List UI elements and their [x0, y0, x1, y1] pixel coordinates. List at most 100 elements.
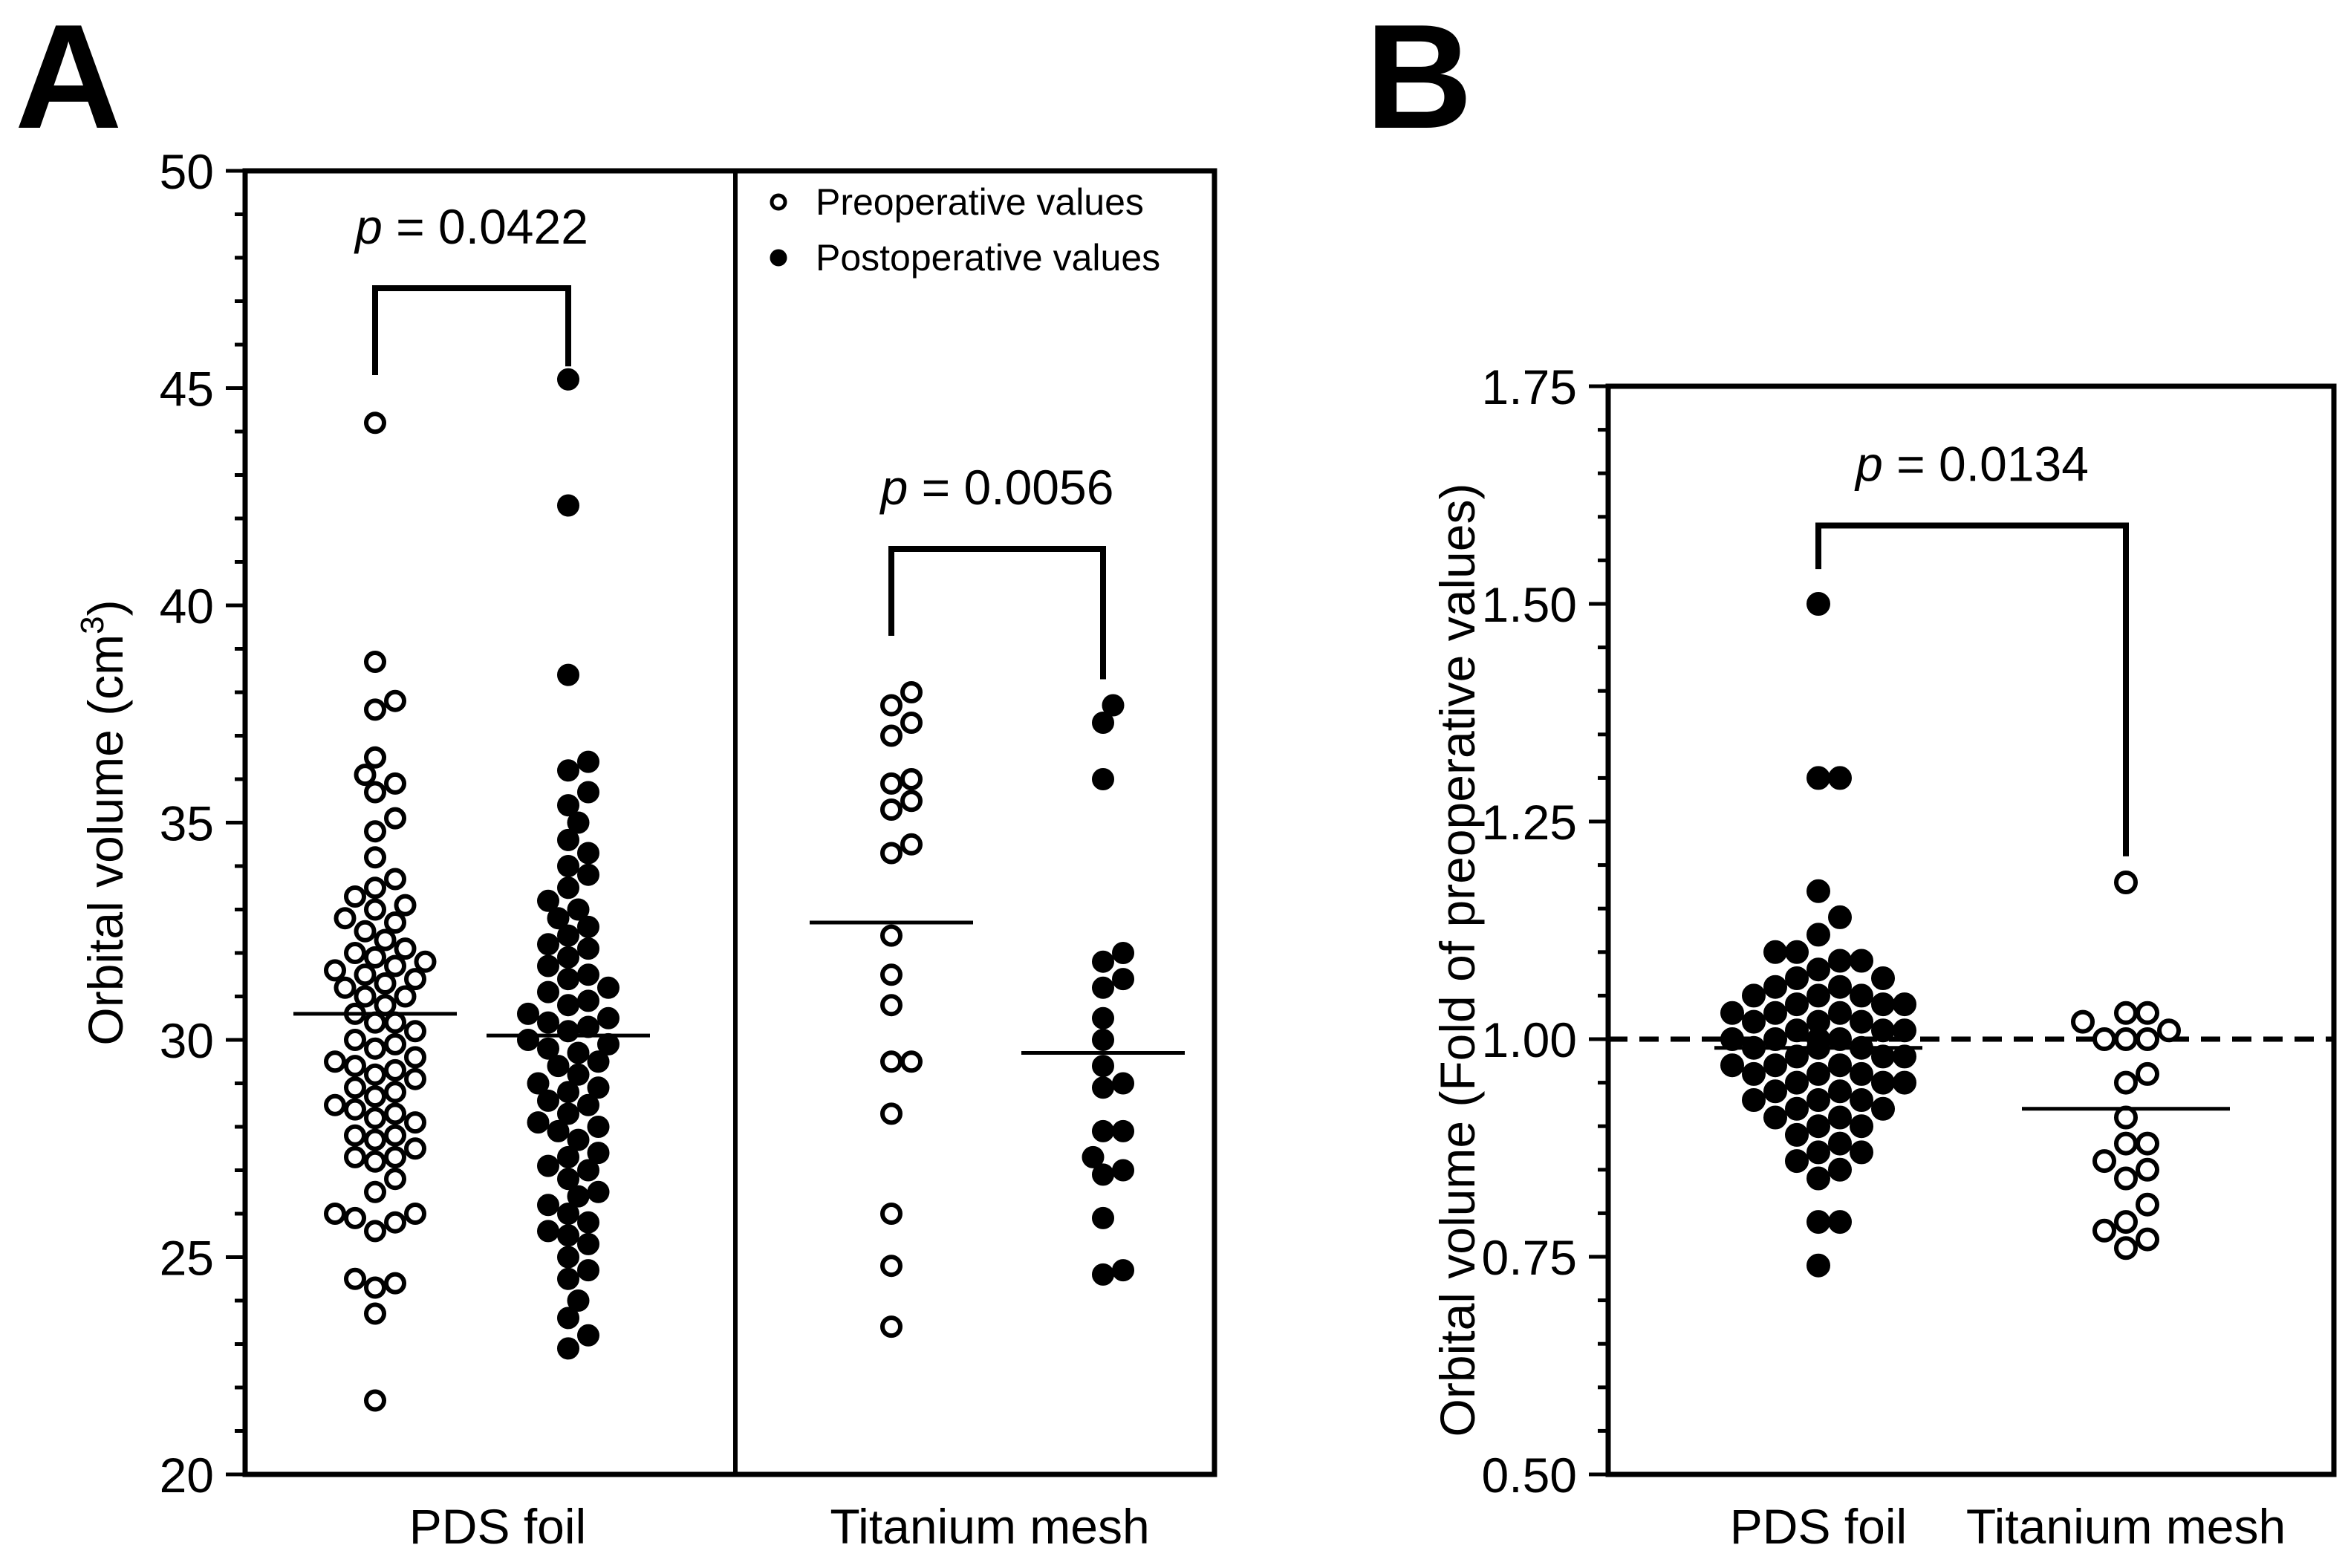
data-point: [567, 1063, 590, 1086]
data-point: [597, 976, 619, 999]
data-point: [567, 898, 590, 921]
legend-label: Preoperative values: [816, 181, 1144, 223]
data-point: [1828, 1079, 1852, 1104]
data-point: [384, 1124, 406, 1147]
data-point: [384, 868, 406, 891]
data-point: [384, 1011, 406, 1034]
data-point: [1893, 992, 1916, 1017]
data-point: [587, 1116, 610, 1138]
data-point: [364, 698, 386, 721]
data-point: [364, 846, 386, 869]
data-point: [880, 772, 903, 795]
data-point: [587, 1076, 610, 1099]
data-point: [557, 1145, 579, 1168]
data-point: [374, 928, 397, 951]
y-axis-label-main: Orbital volume (cm: [78, 634, 133, 1046]
data-point: [1806, 1061, 1830, 1086]
data-point: [1720, 1001, 1744, 1025]
p-symbol: p: [879, 460, 908, 515]
data-point: [577, 863, 599, 886]
data-point: [577, 915, 599, 938]
data-point: [404, 1020, 426, 1043]
data-point: [567, 1041, 590, 1064]
data-point: [577, 1159, 599, 1182]
data-point: [577, 1093, 599, 1116]
data-point: [1763, 1001, 1787, 1025]
data-point: [344, 942, 366, 964]
data-point: [384, 772, 406, 795]
data-point: [1092, 1029, 1114, 1051]
data-point: [880, 1050, 903, 1073]
y-tick-label: 1.25: [1482, 795, 1577, 850]
data-point: [1785, 1122, 1809, 1147]
p-value-label: p = 0.0056: [879, 460, 1114, 515]
data-point: [384, 911, 406, 934]
data-point: [1720, 1053, 1744, 1078]
data-point: [2114, 1236, 2138, 1260]
data-point: [344, 1098, 366, 1121]
data-point: [364, 898, 386, 921]
data-point: [1828, 1131, 1852, 1156]
y-tick-label: 20: [160, 1448, 214, 1503]
data-point: [537, 1011, 559, 1034]
y-tick-label: 30: [160, 1013, 214, 1068]
data-point: [557, 828, 579, 851]
data-point: [557, 968, 579, 991]
data-point: [557, 1224, 579, 1247]
data-point: [344, 1029, 366, 1051]
data-point: [344, 1145, 366, 1168]
data-point: [557, 794, 579, 817]
data-point: [577, 781, 599, 804]
data-point: [324, 1050, 346, 1073]
data-point: [394, 985, 417, 1008]
data-point: [557, 994, 579, 1017]
data-point: [577, 989, 599, 1012]
data-point: [354, 985, 377, 1008]
y-axis-label-close: ): [78, 599, 133, 616]
data-point: [364, 946, 386, 969]
data-point: [587, 1050, 610, 1073]
data-point: [1850, 949, 1873, 973]
data-point: [537, 889, 559, 912]
data-point: [577, 1015, 599, 1038]
data-point: [1806, 1009, 1830, 1034]
data-point: [547, 1055, 570, 1078]
data-point: [1112, 942, 1134, 964]
data-point: [1092, 1055, 1114, 1078]
y-tick-label: 1.00: [1482, 1012, 1577, 1067]
data-point: [344, 1124, 366, 1147]
data-point: [1828, 1157, 1852, 1182]
data-point: [2114, 1001, 2138, 1025]
data-point: [324, 1203, 346, 1225]
data-point: [364, 1085, 386, 1108]
data-point: [1112, 968, 1134, 991]
data-point: [404, 1137, 426, 1160]
data-point: [527, 1111, 550, 1134]
y-tick-label: 45: [160, 362, 214, 417]
data-point: [394, 937, 417, 960]
data-point: [1850, 1061, 1873, 1086]
data-point: [1742, 1009, 1766, 1034]
data-point: [1893, 1044, 1916, 1069]
p-value-text: = 0.0422: [383, 199, 588, 254]
data-point: [364, 1389, 386, 1412]
data-point: [1082, 1145, 1105, 1168]
data-point: [1806, 1166, 1830, 1191]
data-point: [1092, 712, 1114, 734]
y-tick-label: 25: [160, 1231, 214, 1286]
data-point: [344, 885, 366, 908]
data-point: [537, 1037, 559, 1060]
data-point: [537, 933, 559, 956]
data-point: [404, 968, 426, 991]
data-point: [384, 1058, 406, 1081]
data-point: [577, 1211, 599, 1234]
y-tick-label: 35: [160, 796, 214, 851]
data-point: [577, 1259, 599, 1282]
data-point: [2136, 1192, 2159, 1217]
data-point: [900, 790, 923, 813]
data-point: [384, 1211, 406, 1234]
data-point: [404, 1067, 426, 1090]
data-point: [2114, 1105, 2138, 1130]
data-point: [1763, 940, 1787, 964]
data-point: [1828, 1053, 1852, 1078]
